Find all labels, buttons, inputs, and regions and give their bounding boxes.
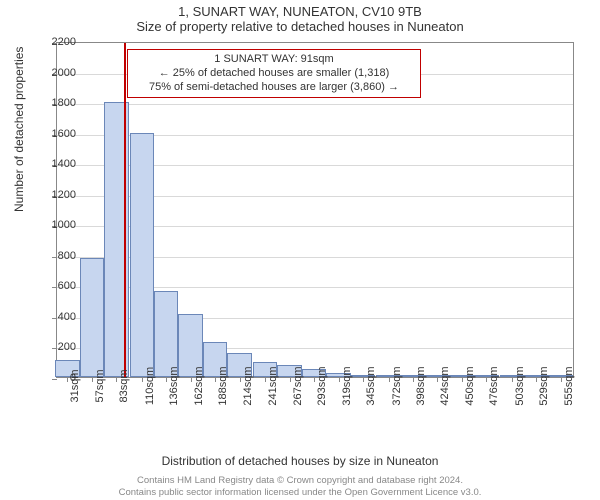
x-tick-label: 162sqm [193,366,205,405]
chart-area: 1 SUNART WAY: 91sqm← 25% of detached hou… [56,42,574,422]
histogram-bar [130,133,154,377]
y-tick-label: 2000 [36,67,76,79]
subject-property-marker [124,43,126,377]
x-tick-mark [389,377,390,382]
x-tick-mark [561,377,562,382]
y-tick-label: 1800 [36,97,76,109]
annotation-line2: ← 25% of detached houses are smaller (1,… [134,67,414,81]
x-tick-mark [191,377,192,382]
x-axis-label: Distribution of detached houses by size … [0,454,600,468]
y-tick-label: 1000 [36,219,76,231]
x-tick-label: 293sqm [316,366,328,405]
y-tick-label: 1400 [36,158,76,170]
x-tick-label: 83sqm [118,369,130,402]
x-tick-label: 555sqm [563,366,575,405]
x-tick-mark [265,377,266,382]
footer-line1: Contains HM Land Registry data © Crown c… [0,475,600,486]
y-axis-label: Number of detached properties [12,47,26,212]
x-tick-label: 345sqm [365,366,377,405]
x-tick-mark [363,377,364,382]
y-tick-label: 200 [36,341,76,353]
y-tick-label: 400 [36,311,76,323]
histogram-bar [80,258,104,377]
y-tick-label: 0 [36,372,76,384]
x-tick-mark [290,377,291,382]
x-tick-label: 214sqm [242,366,254,405]
x-tick-mark [92,377,93,382]
y-tick-label: 1200 [36,189,76,201]
x-tick-label: 136sqm [168,366,180,405]
x-tick-mark [314,377,315,382]
x-tick-label: 372sqm [391,366,403,405]
y-tick-label: 800 [36,250,76,262]
x-tick-label: 188sqm [217,366,229,405]
x-tick-label: 529sqm [538,366,550,405]
y-tick-label: 2200 [36,36,76,48]
x-tick-mark [240,377,241,382]
attribution-footer: Contains HM Land Registry data © Crown c… [0,475,600,498]
x-tick-mark [512,377,513,382]
x-tick-label: 398sqm [415,366,427,405]
x-tick-label: 503sqm [514,366,526,405]
x-tick-mark [142,377,143,382]
x-tick-label: 319sqm [341,366,353,405]
x-tick-label: 450sqm [464,366,476,405]
histogram-bar [154,291,178,377]
annotation-box: 1 SUNART WAY: 91sqm← 25% of detached hou… [127,49,421,98]
page-title-line1: 1, SUNART WAY, NUNEATON, CV10 9TB [0,0,600,19]
x-tick-label: 476sqm [488,366,500,405]
page-title-line2: Size of property relative to detached ho… [0,19,600,36]
x-tick-label: 110sqm [144,367,156,405]
y-tick-label: 1600 [36,128,76,140]
x-tick-label: 241sqm [267,366,279,405]
footer-line2: Contains public sector information licen… [0,487,600,498]
annotation-line3: 75% of semi-detached houses are larger (… [134,81,414,95]
x-tick-label: 57sqm [94,369,106,402]
y-tick-label: 600 [36,280,76,292]
x-tick-mark [339,377,340,382]
x-tick-mark [462,377,463,382]
x-tick-label: 424sqm [439,366,451,405]
x-tick-label: 267sqm [292,366,304,405]
gridline [57,104,573,105]
annotation-line1: 1 SUNART WAY: 91sqm [134,53,414,67]
x-tick-mark [413,377,414,382]
plot-area: 1 SUNART WAY: 91sqm← 25% of detached hou… [56,42,574,378]
